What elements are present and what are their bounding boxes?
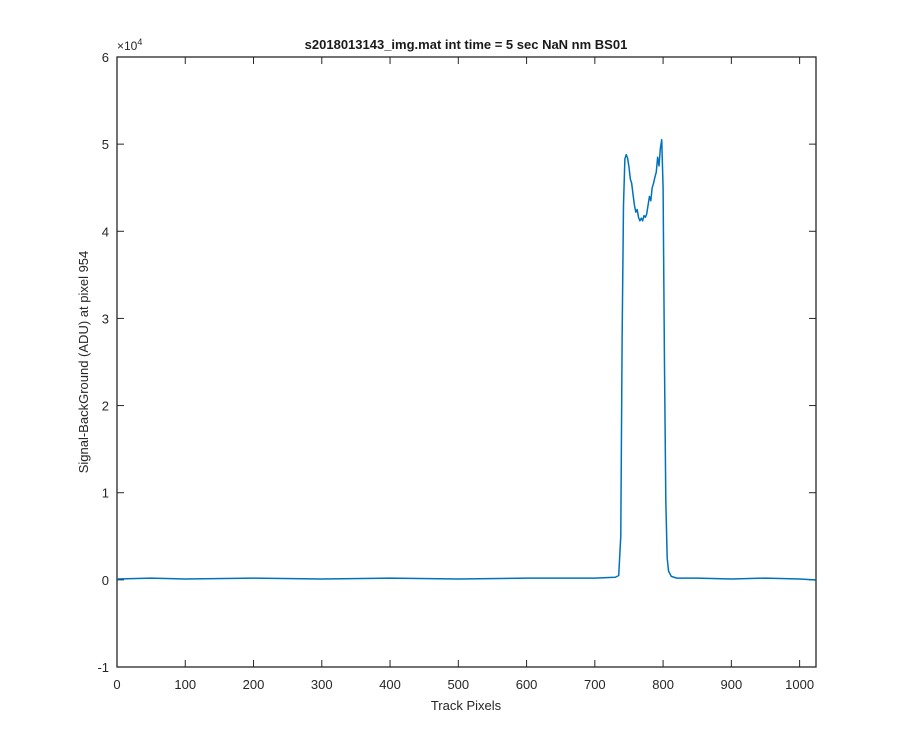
chart-title: s2018013143_img.mat int time = 5 sec NaN… (305, 37, 628, 52)
y-exponent-power: 4 (137, 37, 142, 47)
x-tick-label: 900 (721, 677, 743, 692)
x-tick-label: 1000 (785, 677, 814, 692)
x-tick-label: 700 (584, 677, 606, 692)
ticks-layer: 0 100 200 300 400 500 600 700 800 900 1000 -1 0 1 2 3 4 5… (97, 50, 816, 692)
x-tick-label: 400 (379, 677, 401, 692)
y-exponent-base: ×10 (117, 39, 138, 53)
series-line (116, 139, 817, 582)
y-tick-label: 5 (102, 137, 109, 152)
y-tick-label: 6 (102, 50, 109, 65)
x-axis-label: Track Pixels (431, 698, 502, 713)
y-axis-label: Signal-BackGround (ADU) at pixel 954 (76, 251, 91, 474)
y-tick-label: 0 (102, 573, 109, 588)
x-tick-label: 500 (447, 677, 469, 692)
y-tick-label: -1 (97, 660, 109, 675)
x-tick-label: 600 (516, 677, 538, 692)
y-exponent-label: ×104 (117, 37, 142, 53)
x-tick-label: 800 (652, 677, 674, 692)
y-tick-label: 3 (102, 311, 109, 326)
x-tick-label: 0 (113, 677, 120, 692)
y-tick-label: 2 (102, 399, 109, 414)
x-tick-label: 300 (311, 677, 333, 692)
axes-frame (116, 56, 817, 668)
x-tick-label: 100 (174, 677, 196, 692)
y-tick-label: 1 (102, 486, 109, 501)
x-tick-label: 200 (243, 677, 265, 692)
y-tick-label: 4 (102, 224, 109, 239)
series-layer (116, 139, 817, 582)
